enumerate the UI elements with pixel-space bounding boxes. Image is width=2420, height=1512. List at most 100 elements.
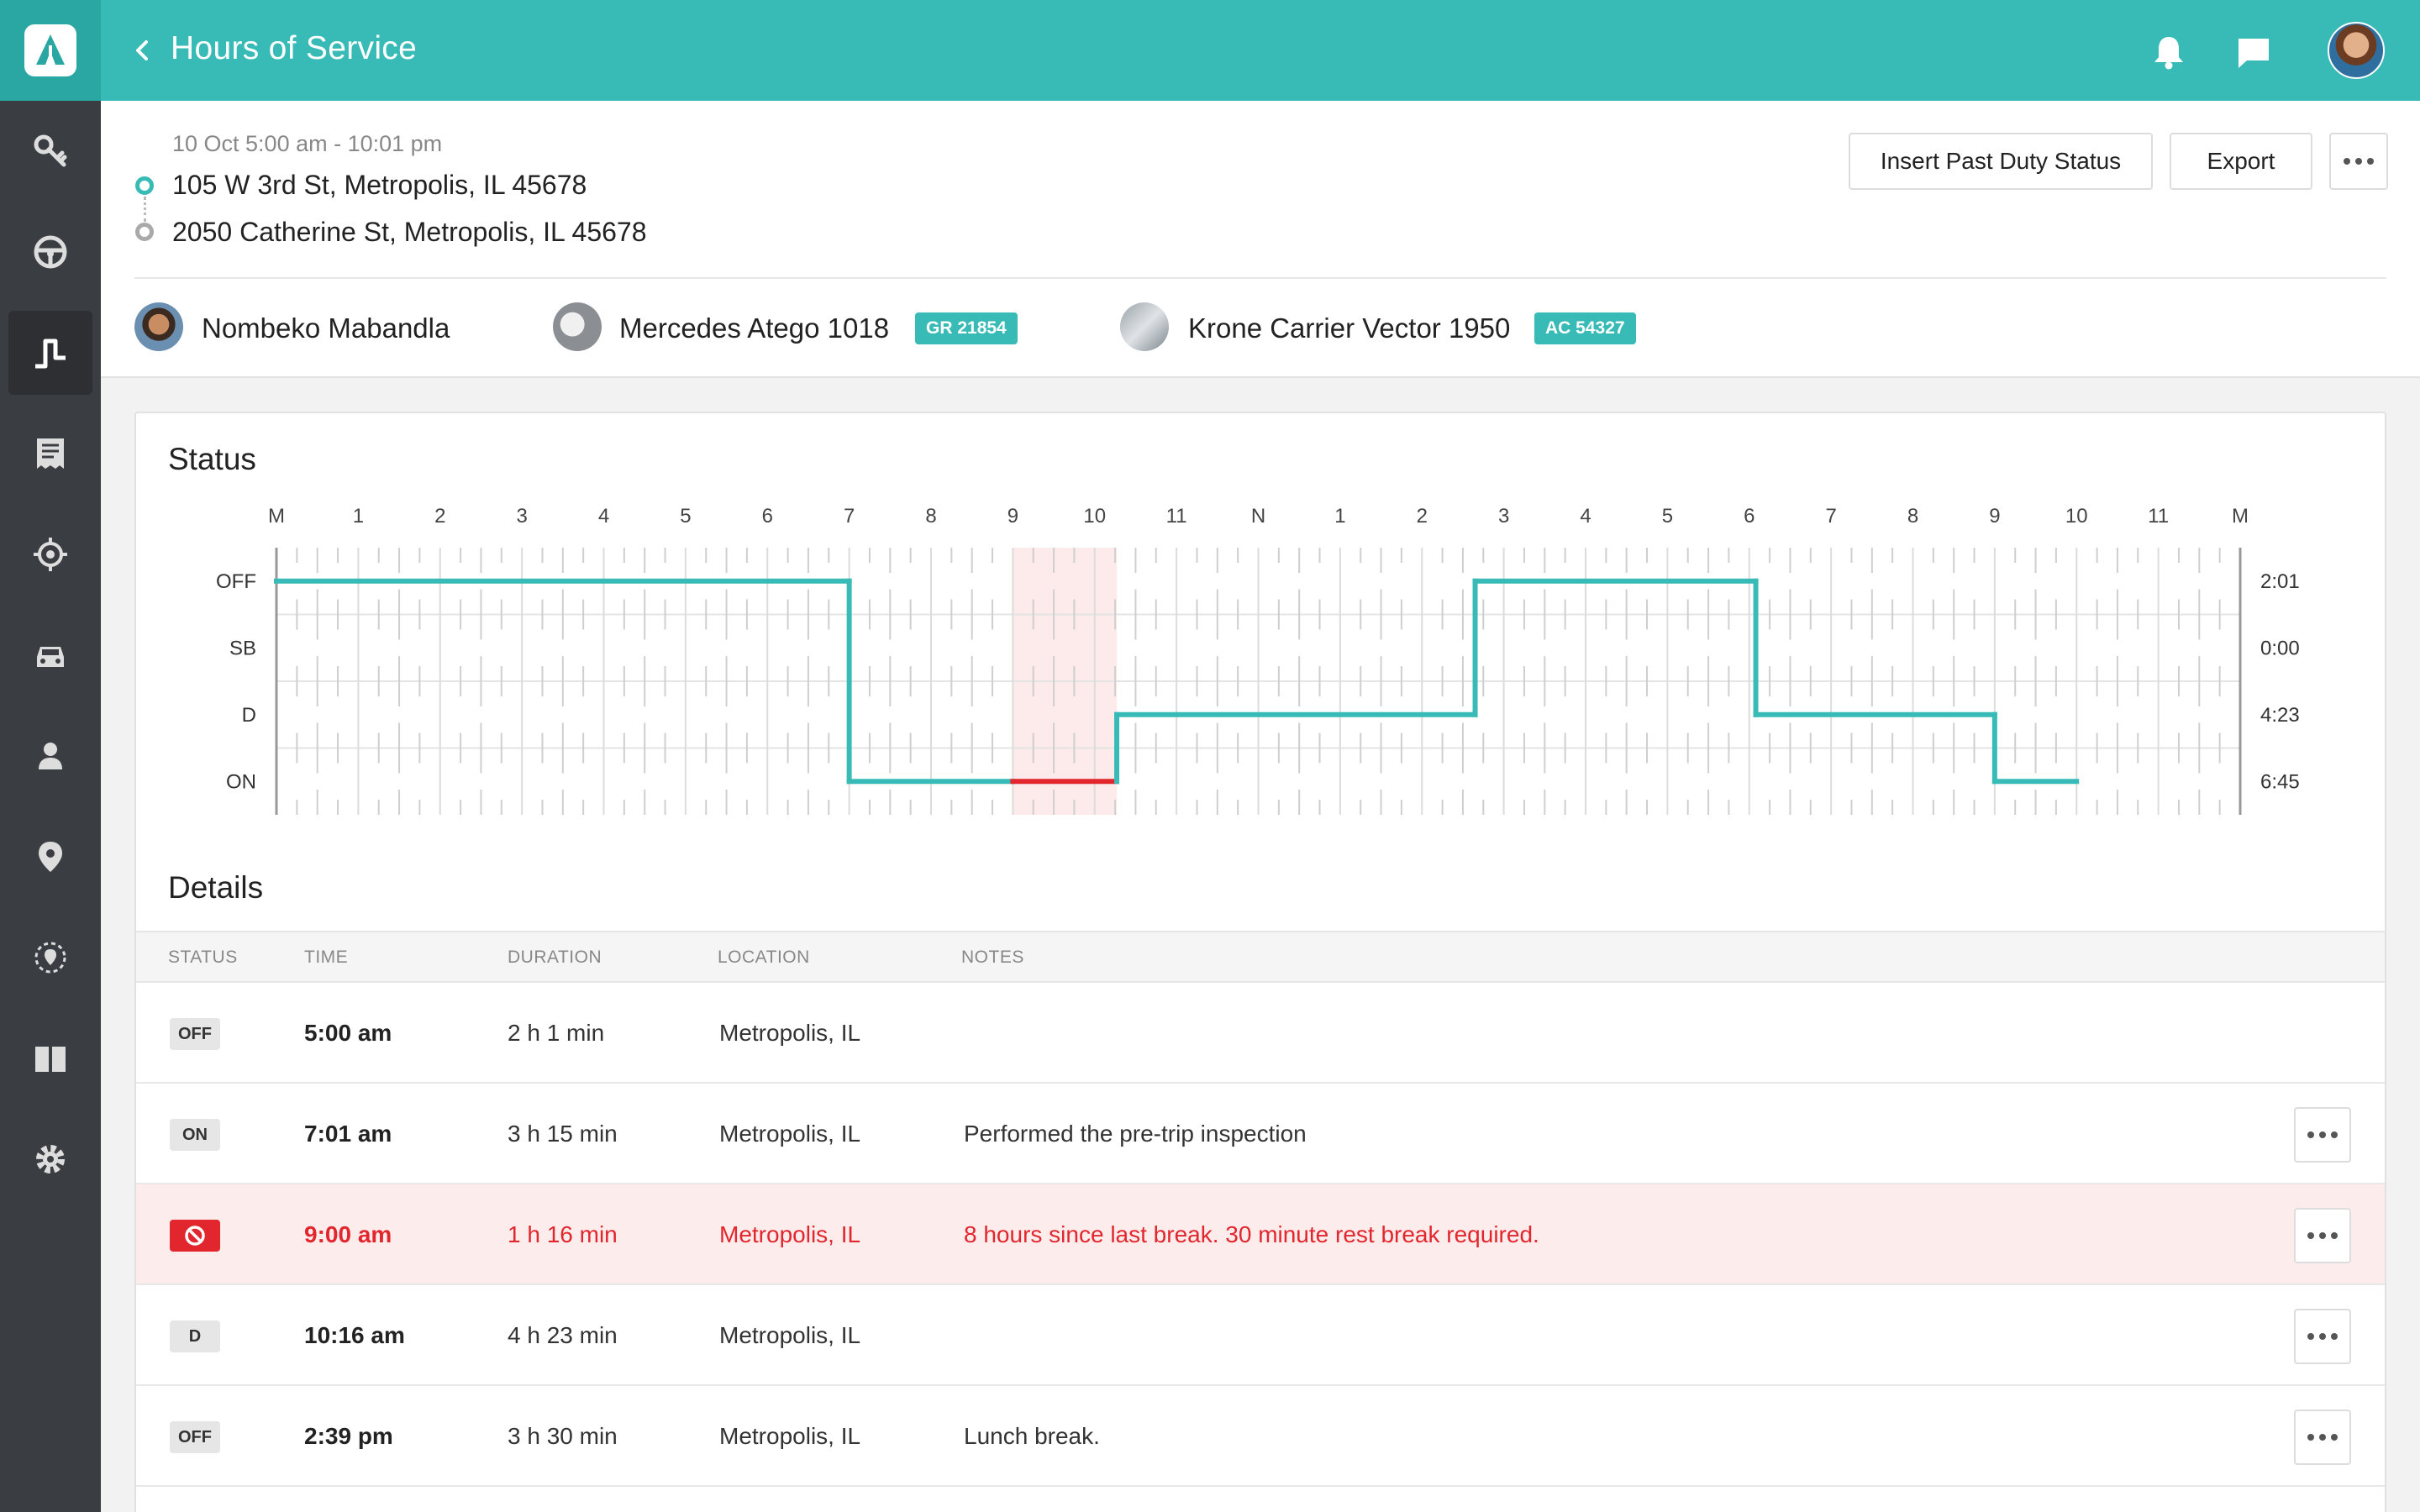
duty-status-chart: M 1 2 3 4 5 6 7 8 9 10 11 N 1 2 3 4 5 6 7 8 9 10 11 M OFF 2:01 SB 0:… [216,505,2300,815]
insert-past-duty-status-button[interactable]: Insert Past Duty Status [1849,133,2153,190]
table-row[interactable]: ON 7:01 am 3 h 15 min Metropolis, IL Per… [136,1084,2385,1184]
chat-icon[interactable] [2235,35,2272,71]
sidebar-item-vehicles[interactable] [8,613,92,697]
chart-hour-label: 4 [598,505,609,528]
column-header-notes[interactable]: NOTES [961,948,1024,967]
chart-hour-label: 8 [925,505,936,528]
logo-mark-icon [24,24,76,76]
driver-avatar [134,302,183,351]
more-dots-icon [2307,1131,2338,1138]
sidebar-item-locations[interactable] [8,815,92,899]
steering-wheel-icon [34,235,67,269]
trailer-avatar [1120,302,1169,351]
more-actions-button[interactable] [2329,133,2388,190]
export-button[interactable]: Export [2170,133,2312,190]
row-notes: Performed the pre-trip inspection [964,1121,1307,1147]
table-header [136,931,2385,983]
chart-hour-label: 6 [762,505,773,528]
chart-hour-label: 9 [1007,505,1018,528]
table-row[interactable]: D 10:16 am 4 h 23 min Metropolis, IL [136,1285,2385,1386]
driver-name[interactable]: Nombeko Mabandla [202,312,450,344]
chart-hour-label: 2 [434,505,445,528]
trip-time-range: 10 Oct 5:00 am - 10:01 pm [172,131,443,156]
book-icon [35,1047,66,1072]
row-location: Metropolis, IL [719,1020,861,1046]
truck-name[interactable]: Mercedes Atego 1018 [619,312,890,344]
column-header-location[interactable]: LOCATION [718,948,810,967]
top-bar [0,0,2420,101]
sidebar-item-settings[interactable] [8,1117,92,1201]
status-section-title: Status [168,442,256,476]
page-title: Hours of Service [171,30,418,66]
user-avatar[interactable] [2328,22,2385,79]
hours-of-service-icon [35,339,66,369]
origin-address: 105 W 3rd St, Metropolis, IL 45678 [172,170,587,200]
truck-avatar [553,302,602,351]
row-time: 7:01 am [304,1121,392,1147]
table-row-violation[interactable]: 9:00 am 1 h 16 min Metropolis, IL 8 hour… [136,1184,2385,1285]
sidebar-item-keys[interactable] [8,109,92,193]
sidebar-item-logs[interactable] [8,412,92,496]
status-badge: OFF [170,1018,220,1050]
chart-hour-label: 1 [353,505,364,528]
crosshair-icon [34,538,67,571]
trailer-plate-badge: AC 54327 [1534,312,1636,344]
chart-status-total: 0:00 [2260,637,2300,659]
column-header-status[interactable]: STATUS [168,948,238,967]
geofence-icon [34,942,66,974]
row-duration: 3 h 30 min [508,1423,618,1449]
sidebar-item-hours-of-service[interactable] [8,311,92,395]
bell-icon[interactable] [2151,34,2186,71]
car-icon [37,647,64,667]
logo[interactable] [0,0,101,101]
row-time: 5:00 am [304,1020,392,1046]
column-header-time[interactable]: TIME [304,948,349,967]
person-icon [39,743,62,769]
chart-status-total: 2:01 [2260,570,2300,593]
settings-icon [36,1145,65,1173]
more-dots-icon [2307,1232,2338,1239]
violation-icon [170,1220,220,1252]
status-badge: OFF [170,1421,220,1453]
chart-hour-label: 5 [680,505,691,528]
chart-hour-label: 2 [1417,505,1428,528]
row-duration: 4 h 23 min [508,1322,618,1348]
column-header-duration[interactable]: DURATION [508,948,602,967]
row-duration: 1 h 16 min [508,1221,618,1247]
chart-hour-label: 3 [1498,505,1509,528]
row-time: 9:00 am [304,1221,392,1247]
sidebar-item-driving[interactable] [8,210,92,294]
chart-hour-label: 8 [1907,505,1918,528]
row-location: Metropolis, IL [719,1423,861,1449]
more-dots-icon [2344,158,2374,165]
row-more-button[interactable] [2294,1107,2351,1163]
details-section-title: Details [168,870,264,905]
row-more-button[interactable] [2294,1309,2351,1364]
row-notes: 8 hours since last break. 30 minute rest… [964,1221,1539,1247]
back-chevron-icon[interactable] [126,34,160,67]
chart-hour-label: 3 [516,505,527,528]
row-more-button[interactable] [2294,1208,2351,1263]
receipt-icon [37,438,64,469]
table-row[interactable]: OFF 5:00 am 2 h 1 min Metropolis, IL [136,983,2385,1084]
row-time: 10:16 am [304,1322,405,1348]
row-time: 2:39 pm [304,1423,393,1449]
table-row[interactable]: OFF 2:39 pm 3 h 30 min Metropolis, IL Lu… [136,1386,2385,1487]
sidebar-item-tracking[interactable] [8,512,92,596]
header-divider [134,277,2386,279]
destination-address: 2050 Catherine St, Metropolis, IL 45678 [172,217,647,247]
sidebar-item-geofences[interactable] [8,916,92,1000]
row-more-button[interactable] [2294,1410,2351,1465]
sidebar-item-drivers[interactable] [8,714,92,798]
origin-marker-icon [135,176,154,195]
chart-hour-label: 11 [2148,505,2169,528]
trailer-name[interactable]: Krone Carrier Vector 1950 [1188,312,1511,344]
chart-hour-label: M [268,505,285,528]
sidebar-item-documents[interactable] [8,1016,92,1100]
chart-hour-label: 11 [1166,505,1187,528]
key-icon [34,134,67,167]
chart-hour-label: 9 [1989,505,2000,528]
row-location: Metropolis, IL [719,1221,861,1247]
chart-hour-label: 5 [1662,505,1673,528]
status-badge: D [170,1320,220,1352]
